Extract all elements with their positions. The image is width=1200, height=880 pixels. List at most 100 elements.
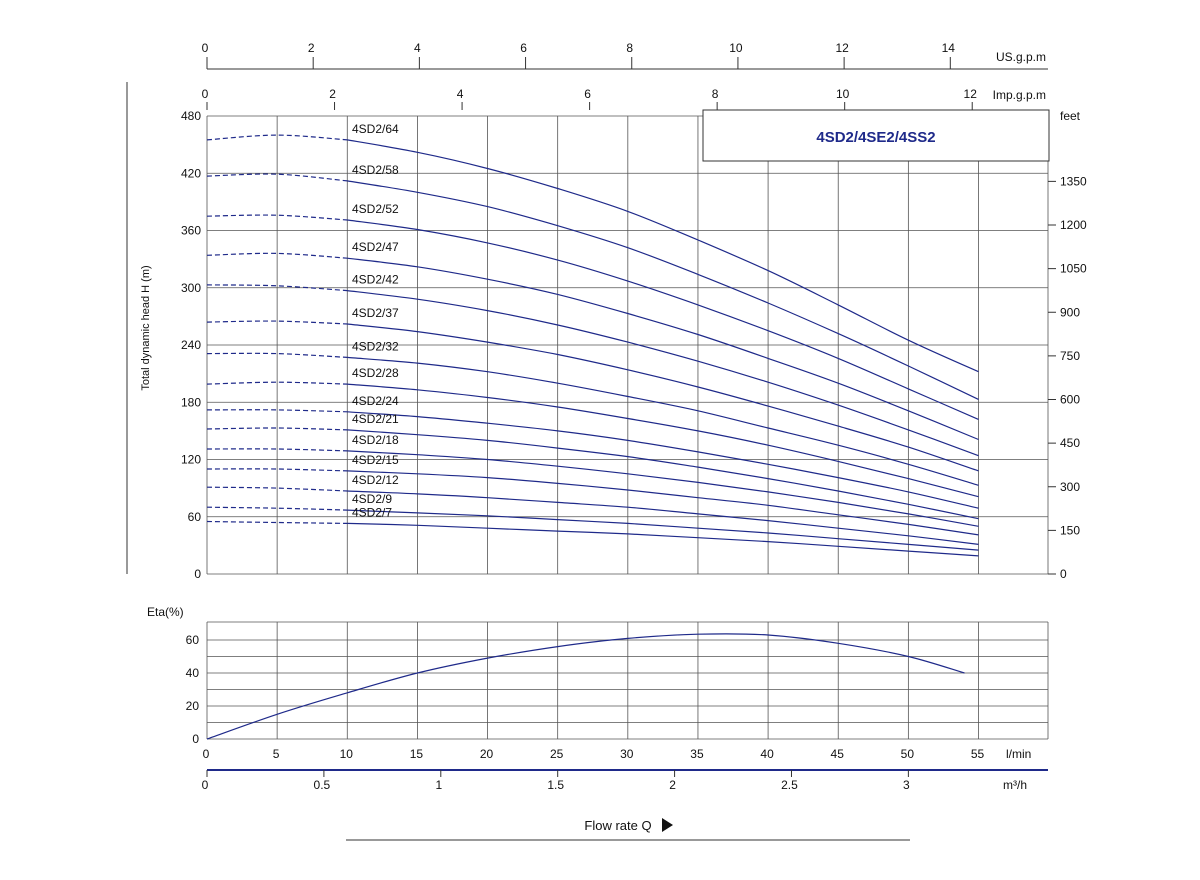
imp-gpm-tick-label: 2: [329, 87, 336, 101]
m3h-unit: m³/h: [1003, 778, 1027, 792]
head-curve-dashed: [206, 381, 348, 385]
head-curve-dashed: [206, 409, 348, 413]
flow-rate-label: Flow rate Q: [584, 818, 651, 833]
lmin-tick-label: 45: [831, 747, 845, 761]
axis-ticks: 0601201802403003604204800150300450600750…: [181, 41, 1087, 792]
curve-label: 4SD2/32: [352, 339, 399, 353]
lmin-unit: l/min: [1006, 747, 1031, 761]
feet-tick-label: 750: [1060, 349, 1080, 363]
flow-arrow-icon: [662, 818, 673, 832]
lmin-tick-label: 0: [203, 747, 210, 761]
head-curve-dashed: [206, 252, 348, 259]
lmin-tick-label: 15: [410, 747, 424, 761]
curve-label: 4SD2/9: [352, 492, 392, 506]
curve-label: 4SD2/58: [352, 163, 399, 177]
head-tick-label: 0: [194, 567, 201, 581]
m3h-tick-label: 0: [202, 778, 209, 792]
m3h-tick-label: 0.5: [314, 778, 331, 792]
lmin-tick-label: 5: [273, 747, 280, 761]
feet-tick-label: 300: [1060, 480, 1080, 494]
lmin-tick-label: 35: [690, 747, 704, 761]
head-curves: 4SD2/64 4SD2/58 4SD2/52 4SD2/47 4SD2/42 4SD2/…: [206, 122, 979, 557]
head-curve-solid: [347, 257, 979, 441]
lmin-tick-label: 40: [760, 747, 774, 761]
curve-label: 4SD2/18: [352, 433, 399, 447]
curve-label: 4SD2/42: [352, 273, 399, 287]
imp-gpm-tick-label: 8: [712, 87, 719, 101]
lmin-tick-label: 10: [340, 747, 354, 761]
chart-title: 4SD2/4SE2/4SS2: [816, 129, 935, 146]
us-gpm-tick-label: 4: [414, 41, 421, 55]
head-curve-dashed: [206, 448, 348, 452]
head-curve-solid: [347, 139, 979, 373]
curve-label: 4SD2/37: [352, 306, 399, 320]
head-curve-solid: [347, 522, 979, 557]
m3h-tick-label: 2.5: [781, 778, 798, 792]
head-curve-dashed: [206, 284, 348, 292]
curve-label: 4SD2/64: [352, 122, 399, 136]
curve-label: 4SD2/7: [352, 505, 392, 519]
eff-tick-label: 20: [186, 699, 200, 713]
head-curve-solid: [347, 490, 979, 545]
head-tick-label: 60: [188, 510, 202, 524]
us-gpm-tick-label: 14: [942, 41, 956, 55]
lmin-tick-label: 50: [901, 747, 915, 761]
head-curve-dashed: [206, 520, 348, 524]
us-gpm-tick-label: 12: [835, 41, 849, 55]
feet-tick-label: 0: [1060, 567, 1067, 581]
eff-tick-label: 40: [186, 666, 200, 680]
feet-tick-label: 150: [1060, 523, 1080, 537]
head-curve-dashed: [206, 173, 348, 182]
m3h-tick-label: 3: [903, 778, 910, 792]
head-curve-solid: [347, 450, 979, 527]
lmin-tick-label: 20: [480, 747, 494, 761]
eff-tick-label: 0: [192, 732, 199, 746]
feet-tick-label: 450: [1060, 436, 1080, 450]
head-curve-dashed: [206, 214, 348, 221]
us-gpm-tick-label: 6: [520, 41, 527, 55]
m3h-tick-label: 1.5: [547, 778, 564, 792]
head-curve-dashed: [206, 506, 348, 511]
head-tick-label: 480: [181, 109, 201, 123]
curve-label: 4SD2/47: [352, 240, 399, 254]
curve-label: 4SD2/21: [352, 412, 399, 426]
curve-label: 4SD2/24: [352, 394, 399, 408]
head-curve-dashed: [206, 352, 348, 358]
us-gpm-tick-label: 0: [202, 41, 209, 55]
feet-unit: feet: [1060, 109, 1081, 123]
head-curve-solid: [347, 180, 979, 400]
head-curve-solid: [347, 470, 979, 536]
lmin-tick-label: 30: [620, 747, 634, 761]
head-curve-solid: [347, 290, 979, 457]
imp-gpm-tick-label: 10: [836, 87, 850, 101]
m3h-tick-label: 2: [669, 778, 676, 792]
head-tick-label: 180: [181, 395, 201, 409]
head-curve-dashed: [206, 486, 348, 492]
curve-label: 4SD2/28: [352, 366, 399, 380]
feet-tick-label: 1350: [1060, 174, 1087, 188]
feet-tick-label: 1200: [1060, 218, 1087, 232]
head-curve-dashed: [206, 320, 348, 325]
us-gpm-tick-label: 10: [729, 41, 743, 55]
us-gpm-unit: US.g.p.m: [996, 50, 1046, 64]
curve-label: 4SD2/15: [352, 453, 399, 467]
head-tick-label: 360: [181, 224, 201, 238]
head-curve-solid: [347, 323, 979, 472]
curve-label: 4SD2/52: [352, 202, 399, 216]
us-gpm-tick-label: 2: [308, 41, 315, 55]
lmin-tick-label: 55: [971, 747, 985, 761]
imp-gpm-tick-label: 6: [584, 87, 591, 101]
feet-tick-label: 900: [1060, 305, 1080, 319]
head-curve-solid: [347, 429, 979, 520]
head-grid: [206, 115, 1049, 575]
imp-gpm-tick-label: 0: [202, 87, 209, 101]
head-tick-label: 240: [181, 338, 201, 352]
efficiency-grid: [206, 621, 1049, 740]
title-box: [702, 109, 1050, 162]
eta-axis-title: Eta(%): [147, 605, 184, 619]
head-axis-title: Total dynamic head H (m): [140, 265, 152, 390]
head-curve-solid: [347, 356, 979, 486]
head-curve-dashed: [206, 134, 348, 141]
curve-label: 4SD2/12: [352, 473, 399, 487]
